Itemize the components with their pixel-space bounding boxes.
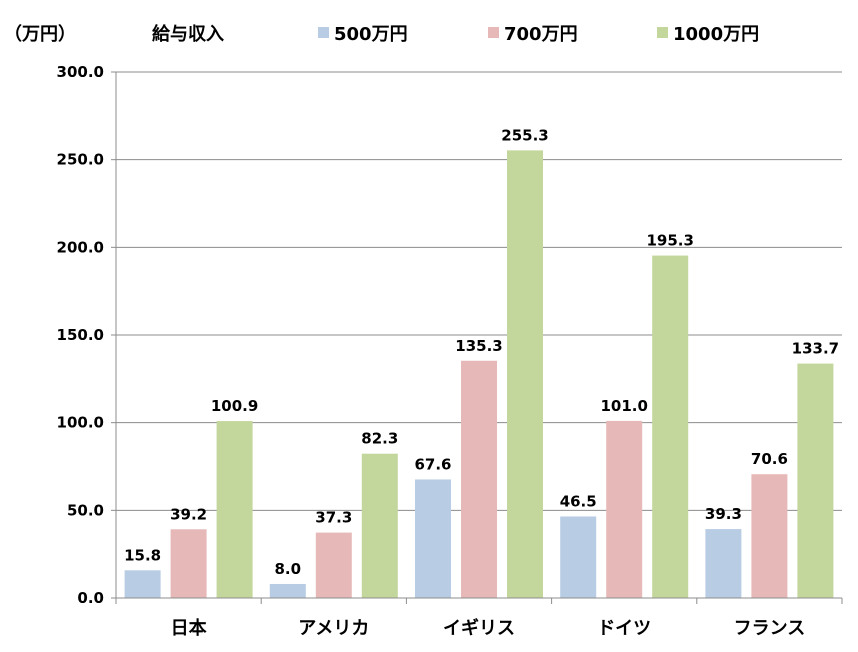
y-unit-label: （万円） — [4, 24, 76, 45]
data-label-2-2: 255.3 — [501, 126, 548, 144]
legend: 500万円 700万円 1000万円 — [318, 24, 759, 45]
category-label: 日本 — [171, 617, 207, 639]
legend-swatch-series-0 — [318, 27, 329, 38]
bar-0-1 — [170, 529, 207, 598]
y-tick-label: 250.0 — [57, 151, 104, 169]
category-label: アメリカ — [298, 618, 369, 639]
category-label: イギリス — [443, 618, 515, 639]
bar-4-2 — [797, 363, 834, 598]
legend-label-series-1: 700万円 — [504, 24, 578, 45]
bar-1-1 — [315, 532, 352, 598]
bars — [124, 150, 834, 598]
bar-1-0 — [269, 583, 306, 598]
data-label-2-1: 135.3 — [455, 337, 502, 355]
y-axis-ticks: 0.0 50.0 100.0 150.0 200.0 250.0 300.0 — [57, 63, 116, 607]
legend-swatch-series-1 — [488, 27, 499, 38]
bar-3-1 — [606, 420, 643, 598]
data-label-4-2: 133.7 — [792, 340, 839, 358]
category-labels: 日本 アメリカ イギリス ドイツ フランス — [171, 617, 806, 639]
bar-4-1 — [751, 474, 788, 598]
bar-4-0 — [705, 529, 742, 598]
data-label-1-1: 37.3 — [315, 509, 352, 527]
data-label-4-1: 70.6 — [751, 450, 788, 468]
data-label-1-0: 8.0 — [275, 560, 302, 578]
bar-3-2 — [652, 255, 689, 598]
data-label-1-2: 82.3 — [361, 430, 398, 448]
data-label-3-0: 46.5 — [560, 492, 597, 510]
axes — [115, 72, 843, 604]
bar-2-2 — [507, 150, 543, 598]
legend-swatch-series-2 — [657, 27, 668, 38]
y-tick-label: 0.0 — [77, 589, 104, 607]
bar-2-1 — [461, 360, 497, 598]
data-label-4-0: 39.3 — [705, 505, 742, 523]
y-tick-label: 150.0 — [57, 326, 104, 344]
category-label: フランス — [734, 618, 806, 639]
bar-2-0 — [415, 479, 451, 598]
data-label-3-1: 101.0 — [600, 397, 647, 415]
data-label-0-0: 15.8 — [124, 546, 161, 564]
data-labels: 15.8 39.2 100.9 8.0 37.3 82.3 67.6 135.3 255.3 46… — [124, 126, 839, 578]
data-label-0-1: 39.2 — [170, 505, 207, 523]
data-label-0-2: 100.9 — [211, 397, 258, 415]
bar-1-2 — [361, 453, 398, 598]
data-label-2-0: 67.6 — [414, 455, 451, 473]
bar-0-0 — [124, 570, 161, 598]
y-tick-label: 50.0 — [67, 501, 104, 519]
bar-3-0 — [560, 516, 597, 598]
legend-label-series-2: 1000万円 — [673, 24, 759, 45]
y-tick-label: 100.0 — [57, 414, 104, 432]
bar-0-2 — [216, 421, 253, 598]
data-label-3-2: 195.3 — [646, 232, 693, 250]
chart-title: 給与収入 — [152, 23, 224, 45]
legend-label-series-0: 500万円 — [334, 24, 408, 45]
y-tick-label: 300.0 — [57, 63, 104, 81]
y-tick-label: 200.0 — [57, 238, 104, 256]
category-label: ドイツ — [597, 618, 651, 639]
